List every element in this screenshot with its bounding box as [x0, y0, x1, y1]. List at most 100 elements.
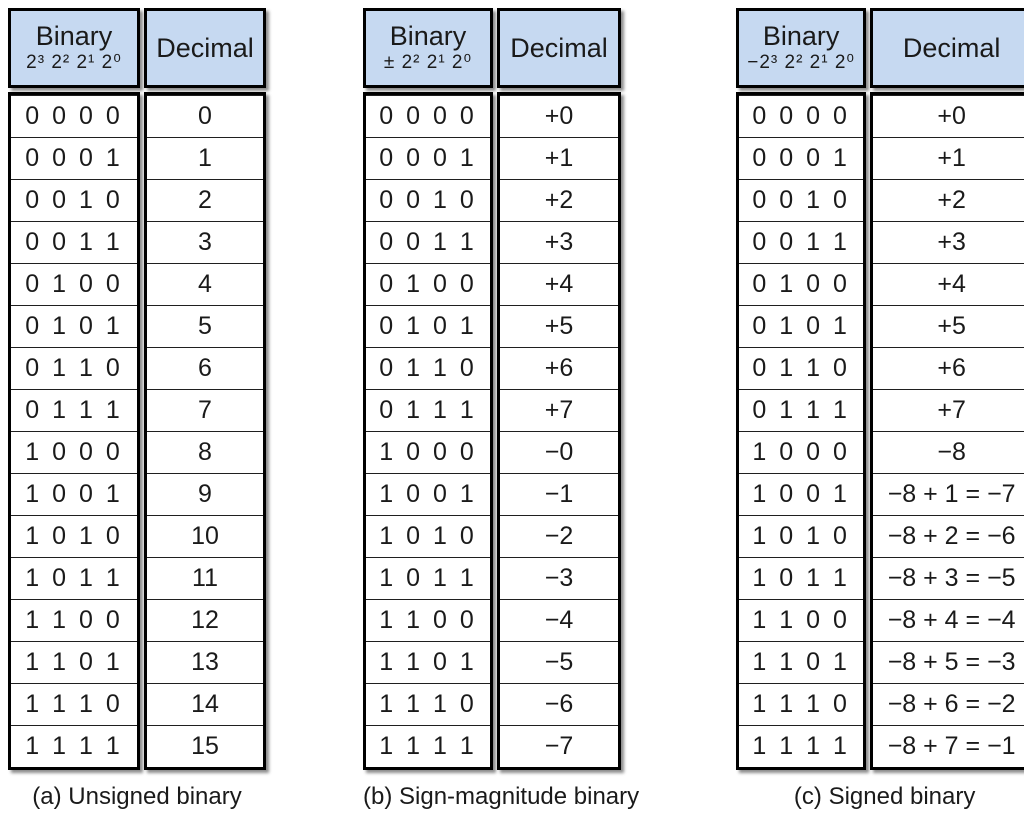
binary-cell: 0 1 1 0: [11, 347, 137, 389]
decimal-header: Decimal: [144, 8, 266, 88]
caption-unsigned-binary: (a) Unsigned binary: [32, 783, 242, 810]
decimal-cell: −0: [500, 431, 618, 473]
binary-cell: 0 0 0 1: [739, 137, 864, 179]
binary-cell: 1 1 1 0: [11, 683, 137, 725]
decimal-cell: +1: [873, 137, 1024, 179]
decimal-cell: +2: [500, 179, 618, 221]
binary-cell: 1 0 0 0: [366, 431, 490, 473]
binary-cell: 1 0 0 0: [739, 431, 864, 473]
decimal-body: +0 +1 +2 +3 +4 +5 +6 +7 −8 −8 + 1 = −7 −8 + 2 = −6…: [870, 92, 1024, 770]
binary-cell: 0 1 1 0: [739, 347, 864, 389]
binary-cell: 1 1 0 1: [11, 641, 137, 683]
binary-header-weights: −2³ 2² 2¹ 2⁰: [747, 52, 856, 73]
binary-cell: 1 1 0 1: [739, 641, 864, 683]
binary-cell: 1 0 1 0: [739, 515, 864, 557]
binary-cell: 0 1 1 0: [366, 347, 490, 389]
binary-cell: 0 0 0 0: [366, 95, 490, 137]
decimal-cell: 11: [147, 557, 263, 599]
binary-header: Binary 2³ 2² 2¹ 2⁰: [8, 8, 140, 88]
decimal-cell: 13: [147, 641, 263, 683]
binary-cell: 1 0 0 1: [366, 473, 490, 515]
decimal-cell: −8: [873, 431, 1024, 473]
binary-cell: 0 1 1 1: [366, 389, 490, 431]
decimal-cell: 10: [147, 515, 263, 557]
decimal-cell: 14: [147, 683, 263, 725]
decimal-cell: −8 + 7 = −1: [873, 725, 1024, 767]
decimal-cell: 5: [147, 305, 263, 347]
decimal-cell: +0: [873, 95, 1024, 137]
decimal-cell: +6: [500, 347, 618, 389]
binary-cell: 1 1 0 0: [11, 599, 137, 641]
decimal-cell: +3: [873, 221, 1024, 263]
decimal-cell: +5: [873, 305, 1024, 347]
binary-cell: 1 1 1 1: [739, 725, 864, 767]
binary-cell: 1 0 1 0: [366, 515, 490, 557]
binary-cell: 1 1 1 0: [366, 683, 490, 725]
binary-cell: 1 0 0 1: [11, 473, 137, 515]
binary-cell: 1 0 1 0: [11, 515, 137, 557]
caption-signed-binary: (c) Signed binary: [793, 783, 976, 810]
decimal-header: Decimal: [870, 8, 1024, 88]
decimal-cell: +1: [500, 137, 618, 179]
decimal-cell: 6: [147, 347, 263, 389]
binary-header: Binary −2³ 2² 2¹ 2⁰: [736, 8, 867, 88]
binary-header-title: Binary: [389, 21, 467, 51]
binary-cell: 0 1 1 1: [11, 389, 137, 431]
decimal-cell: +7: [500, 389, 618, 431]
decimal-cell: −7: [500, 725, 618, 767]
binary-cell: 1 1 0 0: [739, 599, 864, 641]
decimal-header: Decimal: [497, 8, 621, 88]
decimal-cell: +5: [500, 305, 618, 347]
decimal-cell: +0: [500, 95, 618, 137]
decimal-cell: −2: [500, 515, 618, 557]
binary-cell: 1 0 1 1: [739, 557, 864, 599]
binary-cell: 1 1 0 1: [366, 641, 490, 683]
decimal-cell: 3: [147, 221, 263, 263]
binary-cell: 0 0 1 1: [739, 221, 864, 263]
binary-cell: 0 1 0 0: [11, 263, 137, 305]
binary-cell: 0 0 1 1: [366, 221, 490, 263]
binary-cell: 0 0 1 0: [366, 179, 490, 221]
binary-cell: 0 0 1 0: [11, 179, 137, 221]
decimal-cell: 4: [147, 263, 263, 305]
decimal-cell: +4: [873, 263, 1024, 305]
binary-cell: 0 0 0 0: [739, 95, 864, 137]
binary-cell: 0 1 0 1: [366, 305, 490, 347]
signed-decimal-column: Decimal +0 +1 +2 +3 +4 +5 +6 +7 −8 −8 + 1 = −7 −8 …: [870, 8, 1024, 770]
decimal-cell: −8 + 6 = −2: [873, 683, 1024, 725]
binary-header-weights: 2³ 2² 2¹ 2⁰: [26, 52, 122, 73]
binary-header-title: Binary: [35, 21, 113, 51]
binary-cell: 0 1 0 0: [739, 263, 864, 305]
decimal-cell: −8 + 3 = −5: [873, 557, 1024, 599]
binary-cell: 1 0 1 1: [366, 557, 490, 599]
decimal-cell: −1: [500, 473, 618, 515]
decimal-cell: −5: [500, 641, 618, 683]
binary-header: Binary ± 2² 2¹ 2⁰: [363, 8, 493, 88]
decimal-cell: −6: [500, 683, 618, 725]
decimal-cell: −8 + 5 = −3: [873, 641, 1024, 683]
binary-cell: 1 1 1 1: [11, 725, 137, 767]
decimal-header-title: Decimal: [156, 33, 254, 63]
decimal-cell: 15: [147, 725, 263, 767]
decimal-cell: −4: [500, 599, 618, 641]
decimal-cell: −3: [500, 557, 618, 599]
binary-cell: 0 0 1 1: [11, 221, 137, 263]
decimal-cell: 2: [147, 179, 263, 221]
binary-header-weights: ± 2² 2¹ 2⁰: [383, 52, 473, 73]
binary-cell: 1 0 1 1: [11, 557, 137, 599]
decimal-header-title: Decimal: [510, 33, 608, 63]
binary-cell: 1 1 1 1: [366, 725, 490, 767]
decimal-cell: +6: [873, 347, 1024, 389]
unsigned-decimal-column: Decimal 0 1 2 3 4 5 6 7 8 9 10 11 12 13 14 15: [144, 8, 266, 770]
decimal-header-title: Decimal: [902, 33, 1001, 63]
binary-cell: 1 0 0 0: [11, 431, 137, 473]
binary-header-title: Binary: [762, 21, 840, 51]
decimal-cell: −8 + 4 = −4: [873, 599, 1024, 641]
caption-sign-magnitude: (b) Sign-magnitude binary: [363, 783, 640, 810]
